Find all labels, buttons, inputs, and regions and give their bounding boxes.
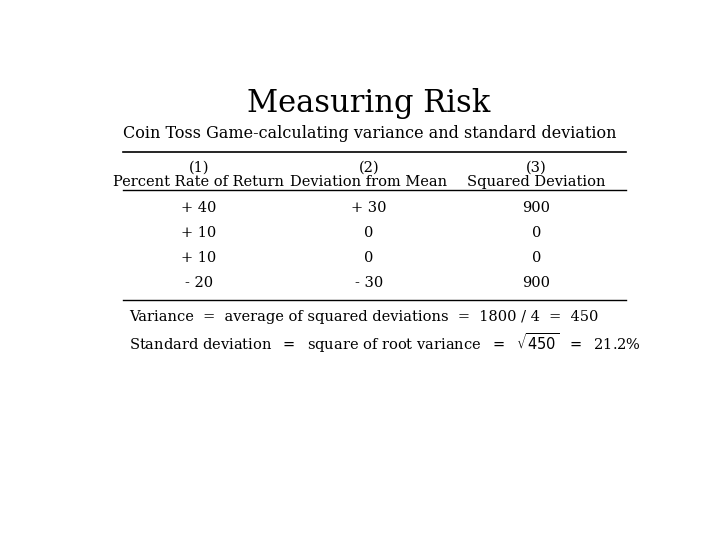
Text: Measuring Risk: Measuring Risk [248, 87, 490, 119]
Text: + 10: + 10 [181, 226, 217, 240]
Text: Squared Deviation: Squared Deviation [467, 175, 606, 189]
Text: 0: 0 [364, 251, 374, 265]
Text: (3): (3) [526, 160, 546, 174]
Text: + 30: + 30 [351, 201, 387, 215]
Text: Coin Toss Game-calculating variance and standard deviation: Coin Toss Game-calculating variance and … [124, 125, 617, 142]
Text: Standard deviation  $=$  square of root variance  $=$  $\sqrt{450}$  $=$  21.2%: Standard deviation $=$ square of root va… [129, 331, 641, 355]
Text: Percent Rate of Return: Percent Rate of Return [113, 175, 284, 189]
Text: 0: 0 [531, 226, 541, 240]
Text: 0: 0 [531, 251, 541, 265]
Text: Deviation from Mean: Deviation from Mean [290, 175, 448, 189]
Text: 0: 0 [364, 226, 374, 240]
Text: (1): (1) [189, 160, 209, 174]
Text: + 10: + 10 [181, 251, 217, 265]
Text: Variance  =  average of squared deviations  =  1800 / 4  =  450: Variance = average of squared deviations… [129, 310, 598, 324]
Text: 900: 900 [523, 201, 550, 215]
Text: - 20: - 20 [185, 276, 213, 290]
Text: + 40: + 40 [181, 201, 217, 215]
Text: (2): (2) [359, 160, 379, 174]
Text: 900: 900 [523, 276, 550, 290]
Text: - 30: - 30 [355, 276, 383, 290]
